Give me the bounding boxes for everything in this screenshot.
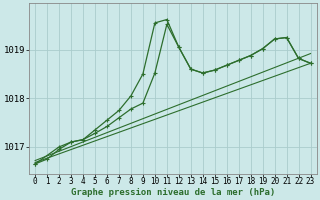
X-axis label: Graphe pression niveau de la mer (hPa): Graphe pression niveau de la mer (hPa) [71, 188, 275, 197]
